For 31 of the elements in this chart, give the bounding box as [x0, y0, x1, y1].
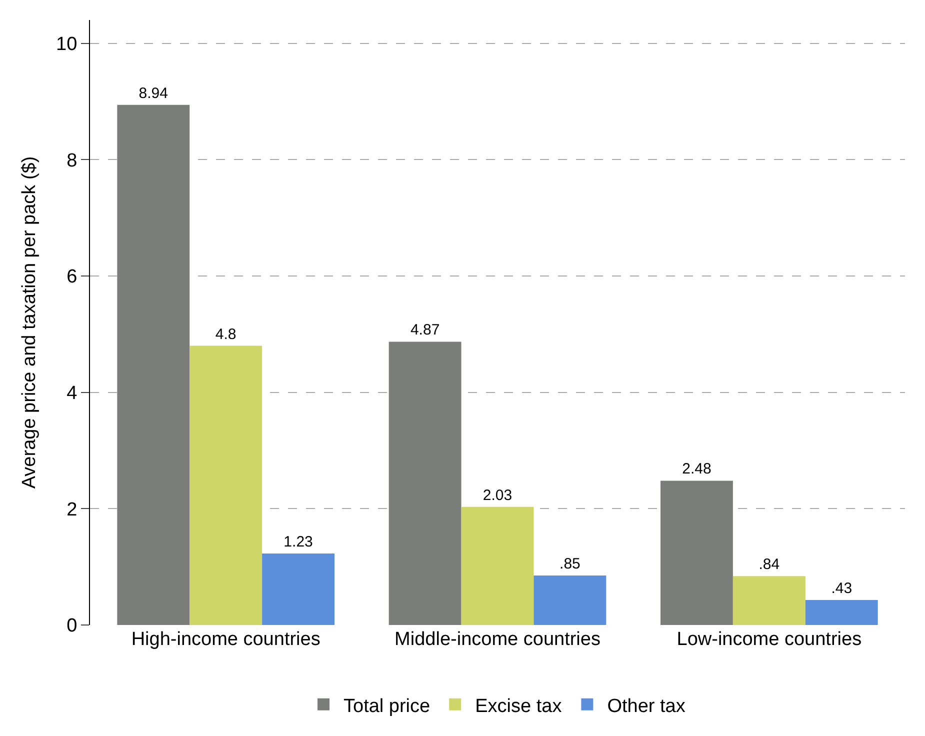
x-tick-label: Low-income countries: [676, 629, 862, 650]
bar: [262, 553, 334, 625]
bar: [805, 600, 878, 625]
y-tick-label: 4: [66, 382, 78, 404]
bar: [190, 346, 262, 625]
data-label: 2.03: [482, 486, 512, 504]
data-label: 2.48: [682, 460, 712, 478]
bar: [534, 576, 606, 625]
data-label: 4.8: [215, 326, 236, 343]
legend-label: Other tax: [607, 696, 686, 717]
y-tick-label: 8: [66, 150, 78, 172]
data-label: .84: [758, 556, 780, 574]
bar: [732, 576, 806, 625]
data-label: 4.87: [410, 322, 440, 339]
y-axis-title: Average price and taxation per pack ($): [18, 156, 40, 489]
y-tick-label: 2: [66, 499, 78, 520]
data-label: .43: [831, 580, 852, 597]
y-tick-label: 6: [66, 266, 78, 288]
legend-label: Excise tax: [475, 696, 562, 717]
y-tick-label: 10: [56, 34, 78, 55]
x-tick-label: High-income countries: [131, 629, 320, 650]
legend-label: Total price: [344, 696, 430, 717]
data-label: .85: [560, 556, 580, 573]
bar: [117, 104, 190, 625]
bar: [461, 506, 534, 625]
bar: [660, 480, 733, 625]
bar: [388, 342, 462, 625]
y-tick-label: 0: [66, 616, 78, 637]
data-label: 1.23: [284, 533, 313, 550]
x-tick-label: Middle-income countries: [394, 629, 600, 650]
data-label: 8.94: [138, 84, 168, 102]
